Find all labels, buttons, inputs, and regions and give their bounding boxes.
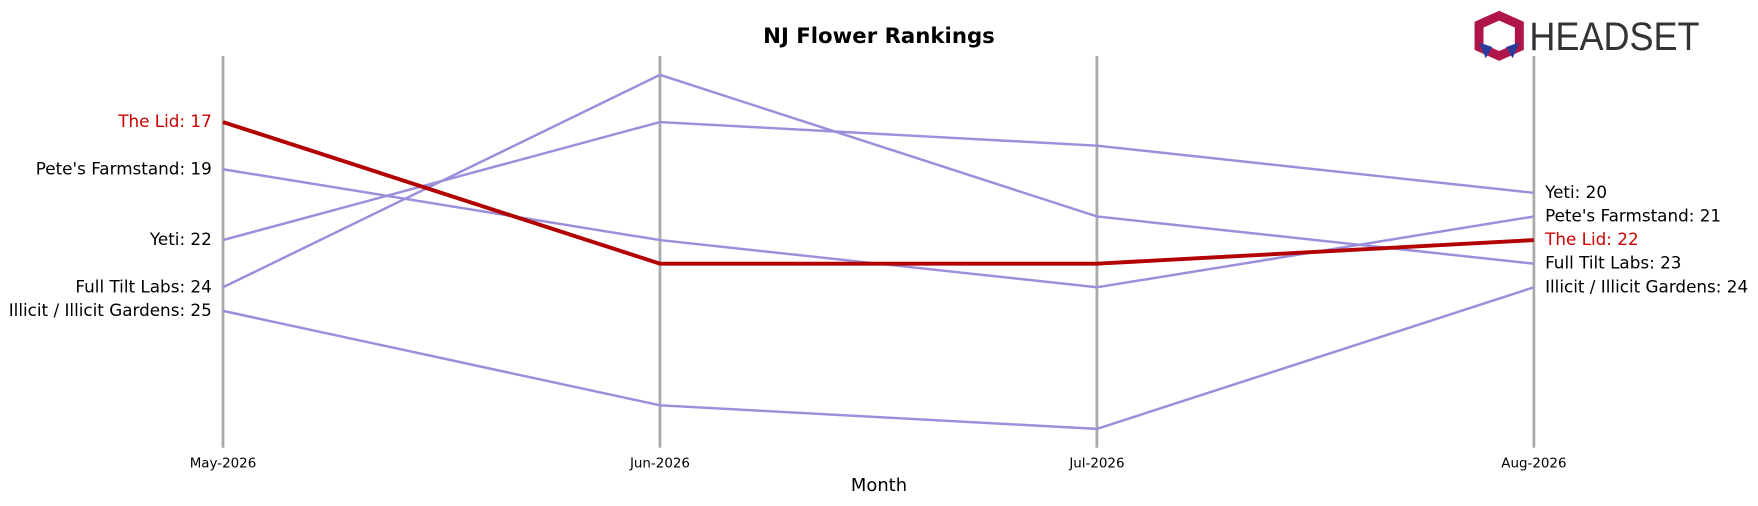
series-line: [222, 120, 1534, 266]
logo-icon-part: [1479, 42, 1493, 59]
logo: HEADSET: [1474, 10, 1700, 61]
logo-icon: [1474, 10, 1524, 61]
value-label: Illicit / Illicit Gardens: 24: [1545, 276, 1748, 296]
x-tick-label: Aug-2026: [1501, 456, 1566, 471]
value-label: Full Tilt Labs: 24: [75, 276, 211, 296]
value-label: Illicit / Illicit Gardens: 25: [9, 300, 212, 320]
value-label: The Lid: 17: [117, 111, 212, 131]
series-line: [222, 286, 1535, 431]
x-tick-label: Jul-2026: [1068, 456, 1124, 471]
value-label: The Lid: 22: [1544, 229, 1639, 249]
value-label: Pete's Farmstand: 21: [1545, 205, 1721, 225]
x-axis-label: Month: [851, 475, 907, 496]
value-label: Yeti: 22: [149, 229, 212, 249]
logo-text: HEADSET: [1529, 14, 1699, 59]
x-tick-label: May-2026: [190, 456, 257, 471]
value-label: Full Tilt Labs: 23: [1545, 253, 1681, 273]
x-tick-label: Jun-2026: [629, 456, 690, 471]
logo-icon-part: [1505, 42, 1520, 59]
value-label: Pete's Farmstand: 19: [36, 158, 212, 178]
value-label: Yeti: 20: [1544, 182, 1607, 202]
series-line: [222, 120, 1535, 242]
chart-title: NJ Flower Rankings: [763, 24, 995, 49]
series-line: [222, 73, 1535, 289]
